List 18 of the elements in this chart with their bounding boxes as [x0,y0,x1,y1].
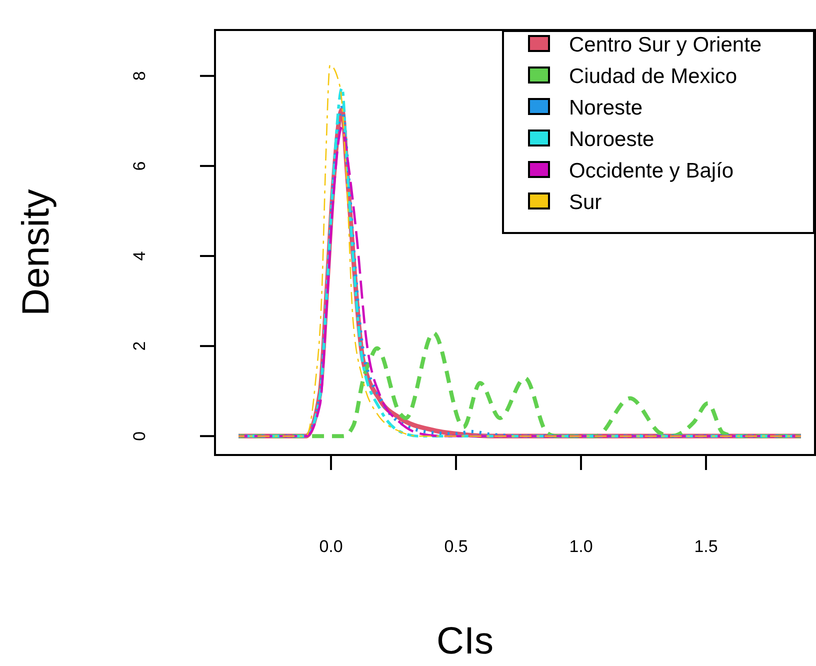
line-series [236,330,803,438]
x-axis-title: CIs [436,620,494,662]
x-tick-label: 1.0 [569,536,593,556]
x-tick-label: 0.5 [444,536,468,556]
x-tick-label: 0.0 [319,536,343,556]
legend-label: Noroeste [569,128,654,151]
y-axis-title: Density [15,189,58,316]
y-tick-label: 6 [130,161,149,171]
legend-label: Sur [569,190,602,214]
y-tick-label: 4 [130,251,149,261]
y-tick-label: 0 [130,431,149,441]
x-tick-label: 1.5 [694,536,718,556]
legend-label: Occidente y Bajío [569,159,734,182]
y-tick-label: 8 [130,71,149,81]
legend-label: Centro Sur y Oriente [569,33,762,56]
legend-label: Noreste [569,96,643,120]
legend-label: Ciudad de Mexico [569,64,738,88]
y-tick-label: 2 [130,341,149,351]
